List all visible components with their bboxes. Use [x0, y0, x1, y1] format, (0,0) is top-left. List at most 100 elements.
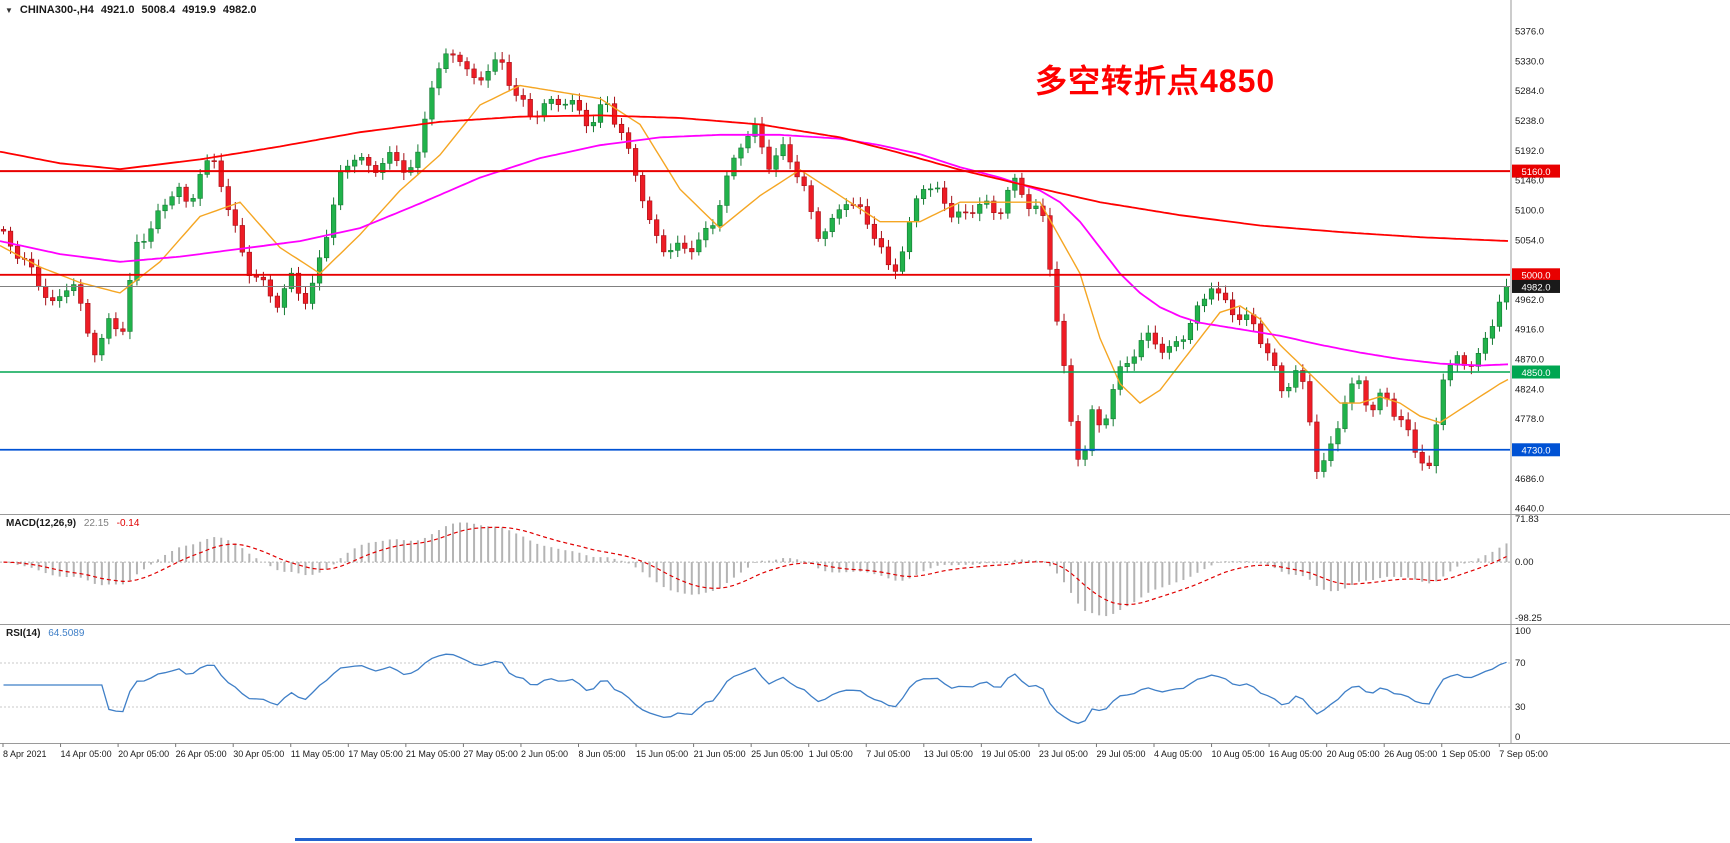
macd-signal-line	[3, 526, 1507, 606]
candle-body	[1089, 409, 1095, 452]
price-tick-label: 5330.0	[1515, 56, 1544, 67]
candle-body	[36, 266, 42, 287]
level-price-label-text: 4850.0	[1521, 368, 1550, 379]
candle-body	[281, 288, 288, 308]
time-axis-label: 25 Jun 05:00	[751, 749, 803, 759]
candle-body	[71, 284, 77, 292]
candle-body	[155, 210, 161, 230]
bar-high-value: 5008.4	[141, 4, 176, 16]
candle-body	[1258, 323, 1264, 345]
candle-body	[1391, 398, 1397, 417]
candle-body	[576, 100, 583, 111]
candle-body	[1222, 292, 1229, 301]
bar-close-value: 4982.0	[222, 4, 257, 16]
candle-body	[464, 61, 470, 70]
macd-axis-label: -98.25	[1515, 613, 1542, 624]
macd-signal-value: -0.14	[116, 518, 140, 529]
candle-body	[871, 223, 877, 239]
candle-body	[541, 103, 547, 117]
candle-body	[1307, 381, 1313, 423]
price-tick-label: 5376.0	[1515, 27, 1544, 38]
candle-body	[267, 279, 273, 297]
candle-body	[710, 225, 716, 229]
candle-body	[450, 53, 456, 56]
candle-body	[1342, 402, 1348, 429]
price-tick-label: 5192.0	[1515, 146, 1544, 157]
level-price-label	[1512, 164, 1560, 178]
candle-body	[618, 123, 625, 133]
candle-body	[731, 157, 737, 177]
rsi-line	[3, 653, 1507, 725]
candle-body	[478, 77, 484, 81]
candle-body	[878, 238, 885, 248]
candle-body	[766, 146, 772, 170]
time-axis-label: 7 Sep 05:00	[1499, 749, 1548, 759]
time-axis-label: 4 Aug 05:00	[1154, 749, 1202, 759]
candle-body	[808, 185, 814, 212]
candle-body	[1047, 215, 1053, 270]
time-axis-label: 16 Aug 05:00	[1269, 749, 1322, 759]
candle-body	[1180, 339, 1187, 342]
candle-body	[822, 231, 828, 239]
candle-body	[864, 206, 870, 225]
macd-name: MACD(12,26,9)	[6, 518, 77, 529]
candle-body	[309, 282, 316, 304]
candle-body	[148, 228, 154, 242]
candle-body	[485, 71, 491, 81]
candle-body	[1279, 365, 1285, 392]
bottom-blue-bar	[295, 838, 1032, 841]
candle-body	[1440, 379, 1446, 426]
time-axis-label: 7 Jul 05:00	[866, 749, 910, 759]
candle-body	[1061, 320, 1067, 366]
candle-body	[1265, 343, 1271, 354]
candle-body	[408, 167, 414, 173]
level-price-label-text: 5160.0	[1521, 167, 1550, 178]
chart-annotation-text[interactable]: 多空转折点4850	[1035, 63, 1276, 99]
candle-body	[906, 221, 913, 253]
candle-body	[1201, 298, 1208, 307]
candle-body	[1300, 370, 1306, 382]
candle-body	[857, 204, 863, 207]
time-axis-label: 26 Aug 05:00	[1384, 749, 1437, 759]
collapse-triangle-icon[interactable]: ▼	[5, 5, 13, 15]
candle-body	[57, 296, 63, 302]
candle-body	[513, 85, 519, 96]
candle-body	[1166, 346, 1172, 353]
candle-body	[1335, 428, 1341, 445]
candle-body	[162, 204, 168, 212]
time-axis-label: 20 Aug 05:00	[1327, 749, 1380, 759]
candle-body	[1244, 314, 1250, 320]
candle-body	[113, 318, 119, 330]
candle-body	[682, 242, 688, 249]
candle-body	[647, 200, 653, 221]
candle-body	[1110, 389, 1116, 420]
candle-body	[1356, 380, 1362, 385]
candle-body	[970, 212, 976, 214]
price-tick-label: 4870.0	[1515, 355, 1544, 366]
candle-body	[43, 286, 49, 298]
candle-body	[1208, 288, 1215, 300]
candle-body	[422, 118, 428, 153]
candle-body	[668, 250, 674, 253]
candle-body	[190, 198, 196, 202]
candle-body	[506, 62, 512, 86]
candle-body	[1363, 380, 1369, 406]
time-axis-label: 21 May 05:00	[406, 749, 461, 759]
candle-body	[1145, 332, 1151, 341]
candle-body	[1293, 370, 1299, 388]
candle-body	[1503, 286, 1510, 303]
candle-body	[787, 144, 793, 163]
candle-body	[106, 318, 112, 339]
candle-body	[977, 204, 983, 214]
candle-body	[689, 248, 695, 253]
time-axis-label: 10 Aug 05:00	[1212, 749, 1265, 759]
candle-body	[1124, 363, 1130, 367]
candle-body	[920, 189, 927, 200]
candle-body	[331, 204, 337, 238]
candle-body	[1096, 409, 1102, 426]
candle-body	[1475, 353, 1481, 367]
candle-body	[843, 204, 849, 211]
ma-mid-line	[0, 133, 1509, 367]
